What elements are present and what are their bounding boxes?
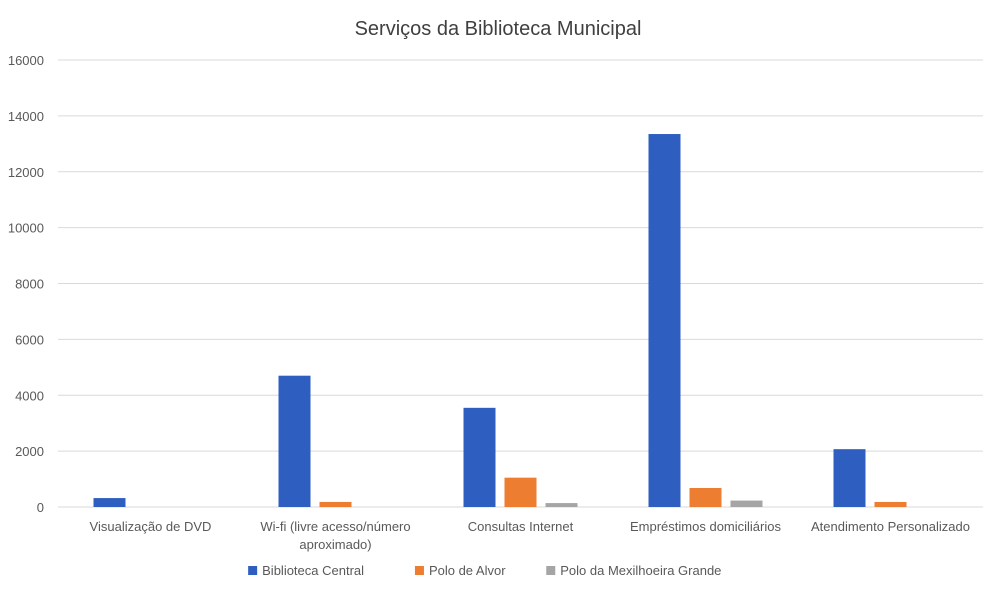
y-tick-label: 12000 [8, 165, 44, 180]
x-tick-label: Consultas Internet [468, 519, 574, 534]
legend-swatch [414, 566, 424, 575]
bar [93, 498, 126, 507]
bar [689, 488, 722, 507]
y-tick-label: 14000 [8, 109, 44, 124]
gridlines [58, 59, 983, 508]
legend-label: Polo de Alvor [429, 563, 506, 578]
y-tick-label: 16000 [8, 53, 44, 68]
x-tick-label: Wi-fi (livre acesso/número [260, 519, 410, 534]
chart-title: Serviços da Biblioteca Municipal [355, 18, 642, 40]
x-tick-label: Atendimento Personalizado [811, 519, 970, 534]
bar [874, 501, 907, 507]
bar [278, 375, 311, 507]
bars [93, 134, 907, 508]
y-tick-label: 4000 [15, 388, 44, 403]
legend-swatch [546, 566, 556, 575]
bar [730, 500, 763, 507]
legend-label: Biblioteca Central [262, 563, 364, 578]
bar [319, 501, 352, 507]
bar [648, 134, 681, 508]
legend: Biblioteca Central Polo de Alvor Polo da M… [248, 563, 721, 578]
bar [545, 503, 578, 507]
y-tick-label: 0 [37, 500, 44, 515]
x-tick-label: Visualização de DVD [90, 519, 212, 534]
y-tick-label: 2000 [15, 444, 44, 459]
bar [463, 407, 496, 507]
x-tick-label: aproximado) [299, 537, 371, 552]
legend-swatch [248, 566, 258, 575]
legend-label: Polo da Mexilhoeira Grande [560, 563, 721, 578]
y-tick-label: 8000 [15, 277, 44, 292]
bar [833, 449, 866, 507]
x-tick-label: Empréstimos domiciliários [630, 519, 781, 534]
x-axis-labels: Visualização de DVD Wi-fi (livre acesso/n… [90, 519, 970, 552]
y-tick-label: 10000 [8, 221, 44, 236]
bar [504, 477, 537, 507]
y-tick-label: 6000 [15, 332, 44, 347]
y-axis-ticks: 0 2000 4000 6000 8000 10000 12000 14000 16000 [8, 53, 44, 515]
